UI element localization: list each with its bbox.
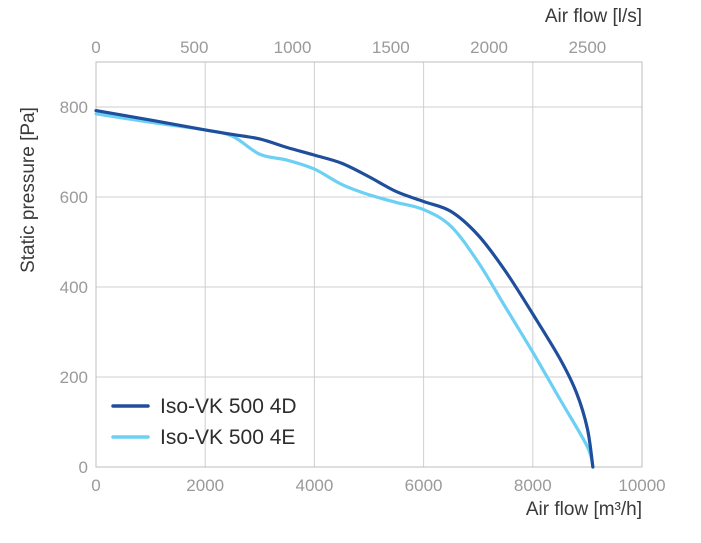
legend-label-iso-vk-500-4e: Iso-VK 500 4E [160, 426, 295, 449]
legend-label-iso-vk-500-4d: Iso-VK 500 4D [160, 395, 297, 418]
x-tick-label: 2000 [186, 476, 224, 495]
top-x-tick-label: 1000 [274, 38, 312, 57]
top-x-tick-label: 0 [91, 38, 100, 57]
y-tick-label: 400 [60, 278, 88, 297]
y-tick-label: 0 [79, 458, 88, 477]
y-tick-label: 600 [60, 188, 88, 207]
top-x-tick-label: 2500 [568, 38, 606, 57]
y-tick-label: 800 [60, 98, 88, 117]
x-tick-label: 6000 [405, 476, 443, 495]
x-tick-label: 8000 [514, 476, 552, 495]
top-x-tick-label: 1500 [372, 38, 410, 57]
series-line-iso-vk-500-4d [94, 109, 595, 469]
series-layer [94, 109, 595, 469]
plot-frame [95, 61, 643, 468]
y-axis-title: Static pressure [Pa] [18, 107, 39, 273]
top-x-tick-label: 2000 [470, 38, 508, 57]
bottom-axis-title: Air flow [m³/h] [526, 499, 642, 520]
top-x-tick-label: 500 [180, 38, 208, 57]
legend: Iso-VK 500 4D Iso-VK 500 4E [111, 395, 297, 449]
y-tick-label: 200 [60, 368, 88, 387]
x-tick-label: 4000 [295, 476, 333, 495]
top-axis-title: Air flow [l/s] [545, 6, 642, 27]
x-tick-label: 0 [91, 476, 100, 495]
x-tick-label: 10000 [618, 476, 665, 495]
